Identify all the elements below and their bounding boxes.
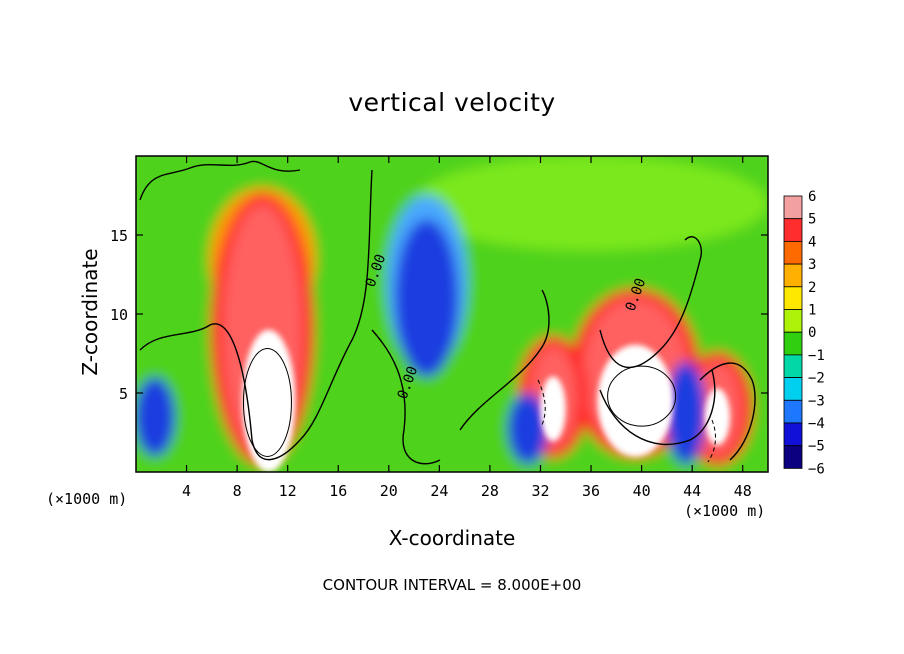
colorbar-label: −6 xyxy=(808,461,825,477)
updraft-core-1 xyxy=(597,344,674,457)
x-tick-label: 16 xyxy=(329,482,347,500)
colorbar-label: 2 xyxy=(808,280,816,296)
zero-contour-6 xyxy=(699,362,756,461)
x-tick-label: 48 xyxy=(734,482,752,500)
colorbar-swatch xyxy=(783,286,803,310)
updraft-core-3 xyxy=(704,388,731,446)
x-tick-label: 32 xyxy=(531,482,549,500)
zero-contour-3 xyxy=(459,289,550,431)
zero-contour-4 xyxy=(599,236,702,369)
colorbar-label: −2 xyxy=(808,371,825,387)
colorbar-label: 6 xyxy=(808,189,816,205)
colorbar-label: −1 xyxy=(808,348,825,364)
zero-contour-1 xyxy=(139,169,373,461)
x-tick-label: 12 xyxy=(279,482,297,500)
y-axis-label: Z-coordinate xyxy=(78,248,102,376)
x-tick-label: 36 xyxy=(582,482,600,500)
x-tick-label: 40 xyxy=(633,482,651,500)
colorbar-label: −3 xyxy=(808,393,825,409)
x-axis: 4 8 12 16 20 24 28 32 36 40 44 48 xyxy=(182,156,752,500)
colorbar-legend: 6 5 4 3 2 1 0 −1 −2 −3 −4 −5 −6 xyxy=(783,189,825,477)
colorbar-swatch xyxy=(783,331,803,356)
colorbar-label: 5 xyxy=(808,212,816,228)
colorbar-swatch xyxy=(783,422,803,447)
colorbar-swatch xyxy=(783,263,803,288)
y-tick-label: 10 xyxy=(110,306,128,324)
colorbar-swatch xyxy=(783,377,803,401)
upper-light-region xyxy=(414,156,768,251)
colorbar-label: 3 xyxy=(808,257,816,273)
colorbar-swatch xyxy=(783,309,803,333)
x-tick-label: 8 xyxy=(233,482,242,500)
x-tick-label: 4 xyxy=(182,482,191,500)
x-tick-label: 24 xyxy=(430,482,448,500)
colorbar-swatch xyxy=(783,445,803,469)
colorbar-label: −5 xyxy=(808,439,825,455)
colorbar-label: 4 xyxy=(808,234,816,250)
x-unit-left: (×1000 m) xyxy=(46,490,128,508)
x-tick-label: 44 xyxy=(683,482,701,500)
colorbar-swatch xyxy=(783,195,803,220)
x-tick-label: 28 xyxy=(481,482,499,500)
x-axis-label: X-coordinate xyxy=(388,526,516,550)
updraft-core-0 xyxy=(242,329,296,472)
colorbar-swatch xyxy=(783,218,803,242)
x-unit-right: (×1000 m) xyxy=(684,502,766,520)
y-tick-label: 5 xyxy=(119,385,128,403)
negative-contour-1 xyxy=(707,419,716,463)
colorbar-swatch xyxy=(783,399,803,424)
zero-contour-2 xyxy=(371,329,441,465)
colorbar-label: 0 xyxy=(808,325,816,341)
zero-contour-5 xyxy=(599,369,716,445)
zero-contour-0 xyxy=(139,160,301,201)
negative-contour-0 xyxy=(537,379,546,426)
x-tick-label: 20 xyxy=(380,482,398,500)
colorbar-swatch xyxy=(783,240,803,265)
downdraft-4 xyxy=(395,219,459,378)
colorbar-label: −4 xyxy=(808,416,825,432)
colorbar-label: 1 xyxy=(808,303,816,319)
downdraft-6 xyxy=(507,393,549,465)
contour-interval-note: CONTOUR INTERVAL = 8.000E+00 xyxy=(322,576,582,594)
updraft-core-2 xyxy=(540,376,566,442)
y-axis: 5 10 15 xyxy=(110,227,768,403)
y-tick-label: 15 xyxy=(110,227,128,245)
colorbar-swatch xyxy=(783,354,803,378)
chart-title: vertical velocity xyxy=(348,88,556,117)
core-contour-1 xyxy=(607,365,677,427)
downdraft-7 xyxy=(665,361,707,465)
velocity-field xyxy=(136,156,768,472)
downdraft-5 xyxy=(136,377,176,457)
core-contour-0 xyxy=(242,347,292,457)
